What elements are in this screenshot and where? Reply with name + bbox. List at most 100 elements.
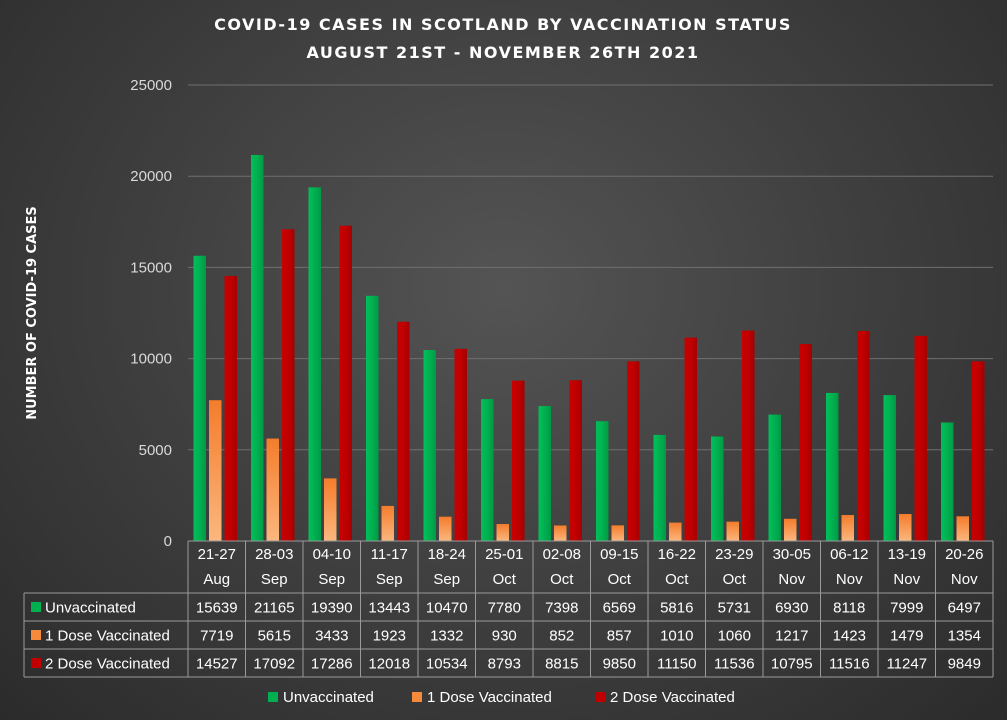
table-legend-key	[31, 630, 41, 640]
table-cell: 6569	[603, 600, 636, 617]
table-series-label: Unvaccinated	[45, 600, 136, 617]
bar-1-dose-vaccinated	[439, 516, 452, 541]
table-series-label: 2 Dose Vaccinated	[45, 656, 170, 673]
bar-1-dose-vaccinated	[899, 514, 912, 541]
table-cell: 5731	[718, 600, 751, 617]
x-tick-label: 11-17	[371, 546, 408, 563]
bar-unvaccinated	[423, 350, 436, 541]
chart-subtitle: AUGUST 21ST - NOVEMBER 26TH 2021	[307, 43, 700, 62]
bar-unvaccinated	[366, 295, 379, 541]
x-tick-label: 02-08	[543, 546, 581, 563]
table-cell: 11516	[829, 656, 870, 673]
bar-unvaccinated	[826, 392, 839, 541]
bar-unvaccinated	[883, 395, 896, 541]
bar-2-dose-vaccinated	[397, 321, 410, 541]
bar-unvaccinated	[941, 422, 954, 541]
x-tick-label: 23-29	[715, 546, 753, 563]
table-cell: 857	[607, 628, 632, 645]
table-cell: 11247	[886, 656, 927, 673]
x-tick-label: 25-01	[485, 546, 523, 563]
bar-unvaccinated	[768, 414, 781, 541]
table-cell: 7719	[200, 628, 233, 645]
x-tick-label: 13-19	[888, 546, 926, 563]
legend-key	[595, 692, 605, 702]
table-cell: 1217	[775, 628, 808, 645]
table-legend-key	[31, 658, 41, 668]
x-tick-label: 09-15	[600, 546, 638, 563]
legend-entry: 2 Dose Vaccinated	[610, 689, 735, 706]
bar-unvaccinated	[308, 187, 321, 541]
x-tick-label: Nov	[893, 571, 920, 588]
table-cell: 1354	[948, 628, 981, 645]
y-tick-label: 25000	[130, 77, 172, 94]
table-cell: 5816	[660, 600, 693, 617]
bar-unvaccinated	[711, 436, 724, 541]
table-cell: 8118	[833, 600, 865, 617]
table-cell: 1479	[890, 628, 923, 645]
bar-2-dose-vaccinated	[914, 335, 927, 541]
x-tick-label: 30-05	[773, 546, 811, 563]
table-cell: 7999	[890, 600, 923, 617]
x-tick-label: 16-22	[658, 546, 696, 563]
chart-title: COVID-19 CASES IN SCOTLAND BY VACCINATIO…	[214, 15, 792, 34]
bar-unvaccinated	[251, 154, 264, 541]
bar-2-dose-vaccinated	[454, 348, 467, 541]
y-tick-label: 10000	[130, 351, 172, 368]
table-cell: 10534	[426, 656, 468, 673]
bar-2-dose-vaccinated	[224, 276, 237, 541]
table-cell: 11536	[714, 656, 755, 673]
table-cell: 17092	[253, 656, 295, 673]
x-tick-label: Oct	[550, 571, 574, 588]
bar-1-dose-vaccinated	[209, 400, 222, 541]
table-cell: 19390	[311, 600, 353, 617]
x-tick-label: Sep	[433, 571, 460, 588]
bar-unvaccinated	[538, 406, 551, 541]
bar-1-dose-vaccinated	[956, 516, 969, 541]
table-cell: 930	[492, 628, 517, 645]
table-cell: 9849	[948, 656, 981, 673]
bar-2-dose-vaccinated	[684, 337, 697, 541]
x-tick-label: Sep	[261, 571, 288, 588]
table-cell: 5615	[258, 628, 291, 645]
x-tick-label: 18-24	[428, 546, 466, 563]
x-tick-label: Nov	[951, 571, 978, 588]
x-tick-label: Oct	[665, 571, 689, 588]
table-cell: 10470	[426, 600, 468, 617]
bar-1-dose-vaccinated	[554, 525, 567, 541]
table-cell: 1923	[373, 628, 406, 645]
table-cell: 3433	[315, 628, 348, 645]
bar-1-dose-vaccinated	[669, 522, 682, 541]
bar-2-dose-vaccinated	[339, 225, 352, 541]
legend-key	[268, 692, 278, 702]
x-tick-label: Oct	[723, 571, 747, 588]
bar-1-dose-vaccinated	[841, 515, 854, 541]
bars	[193, 154, 985, 542]
table-cell: 7780	[488, 600, 521, 617]
bar-2-dose-vaccinated	[972, 361, 985, 541]
bar-1-dose-vaccinated	[324, 478, 337, 541]
legend-entry: Unvaccinated	[283, 689, 374, 706]
table-cell: 15639	[196, 600, 238, 617]
y-tick-label: 0	[164, 533, 172, 550]
x-tick-label: Sep	[318, 571, 345, 588]
y-axis-ticks: 0 5000 10000 15000 20000 25000	[130, 77, 172, 550]
table-cell: 6930	[775, 600, 808, 617]
table-cell: 7398	[545, 600, 578, 617]
x-tick-label: 04-10	[313, 546, 351, 563]
table-legend-key	[31, 602, 41, 612]
legend-key	[412, 692, 422, 702]
table-cell: 8793	[488, 656, 521, 673]
bar-1-dose-vaccinated	[496, 524, 509, 541]
bar-1-dose-vaccinated	[784, 518, 797, 541]
y-axis-label: NUMBER OF COVID-19 CASES	[25, 206, 40, 420]
table-cell: 17286	[311, 656, 353, 673]
bar-2-dose-vaccinated	[857, 330, 870, 541]
bar-2-dose-vaccinated	[512, 380, 525, 541]
table-cell: 14527	[196, 656, 238, 673]
bar-unvaccinated	[653, 434, 666, 541]
table-cell: 11150	[657, 656, 697, 673]
bar-2-dose-vaccinated	[799, 344, 812, 541]
x-tick-label: 28-03	[255, 546, 293, 563]
bar-1-dose-vaccinated	[611, 525, 624, 541]
